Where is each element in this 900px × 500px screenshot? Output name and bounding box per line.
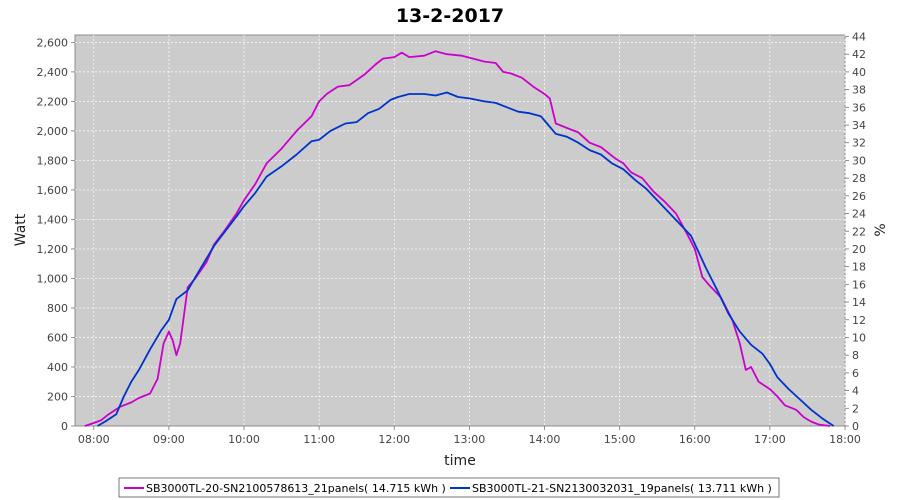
x-tick-label: 09:00 bbox=[153, 433, 185, 446]
y2-tick-label: 26 bbox=[852, 190, 866, 203]
y-tick-label: 800 bbox=[47, 302, 68, 315]
y-tick-label: 2,600 bbox=[37, 36, 69, 49]
x-axis-label: time bbox=[444, 453, 476, 469]
x-tick-label: 13:00 bbox=[454, 433, 486, 446]
y-tick-label: 600 bbox=[47, 331, 68, 344]
legend: SB3000TL-20-SN2100578613_21panels( 14.71… bbox=[118, 477, 780, 498]
x-tick-label: 15:00 bbox=[604, 433, 636, 446]
y2-tick-label: 36 bbox=[852, 101, 866, 114]
x-tick-label: 14:00 bbox=[529, 433, 561, 446]
y2-tick-label: 0 bbox=[852, 420, 859, 433]
y-tick-label: 1,600 bbox=[37, 184, 69, 197]
y2-tick-label: 42 bbox=[852, 48, 866, 61]
y2-tick-label: 38 bbox=[852, 84, 866, 97]
y2-tick-label: 16 bbox=[852, 278, 866, 291]
y2-axis-ticks: 0246810121416182022242628303234363840424… bbox=[845, 31, 866, 433]
y2-tick-label: 8 bbox=[852, 349, 859, 362]
y2-tick-label: 30 bbox=[852, 154, 866, 167]
y2-tick-label: 18 bbox=[852, 261, 866, 274]
series-line-2 bbox=[97, 91, 835, 427]
y-tick-label: 1,200 bbox=[37, 243, 69, 256]
y2-tick-label: 14 bbox=[852, 296, 866, 309]
y2-axis-label: % bbox=[873, 223, 889, 236]
x-tick-label: 12:00 bbox=[378, 433, 410, 446]
plot-area bbox=[74, 34, 846, 427]
y2-tick-label: 6 bbox=[852, 367, 859, 380]
x-tick-label: 08:00 bbox=[78, 433, 110, 446]
x-tick-label: 18:00 bbox=[829, 433, 861, 446]
chart-title: 13-2-2017 bbox=[396, 5, 504, 27]
y2-tick-label: 4 bbox=[852, 385, 859, 398]
grid-lines bbox=[75, 35, 846, 426]
x-tick-label: 17:00 bbox=[754, 433, 786, 446]
x-tick-label: 10:00 bbox=[228, 433, 260, 446]
legend-label-series-2: SB3000TL-21-SN2130032031_19panels( 13.71… bbox=[472, 482, 772, 495]
y-tick-label: 2,200 bbox=[37, 95, 69, 108]
y2-tick-label: 34 bbox=[852, 119, 866, 132]
y2-tick-label: 10 bbox=[852, 331, 866, 344]
x-axis-ticks: 08:00 09:00 10:00 11:00 12:00 13:00 14:00 15:00… bbox=[78, 426, 861, 446]
y-tick-label: 200 bbox=[47, 390, 68, 403]
y2-tick-label: 28 bbox=[852, 172, 866, 185]
y2-tick-label: 40 bbox=[852, 66, 866, 79]
series-lines bbox=[84, 50, 835, 427]
y-tick-label: 1,400 bbox=[37, 213, 69, 226]
y-tick-label: 1,000 bbox=[37, 272, 69, 285]
legend-label-series-1: SB3000TL-20-SN2100578613_21panels( 14.71… bbox=[146, 482, 446, 495]
x-tick-label: 11:00 bbox=[303, 433, 335, 446]
y2-tick-label: 2 bbox=[852, 402, 859, 415]
y2-tick-label: 24 bbox=[852, 208, 866, 221]
y-tick-label: 1,800 bbox=[37, 154, 69, 167]
y-tick-label: 2,000 bbox=[37, 125, 69, 138]
y-tick-label: 400 bbox=[47, 361, 68, 374]
y2-tick-label: 20 bbox=[852, 243, 866, 256]
legend-box bbox=[118, 477, 780, 498]
y-tick-label: 0 bbox=[61, 420, 68, 433]
y-axis-label: Watt bbox=[13, 213, 29, 246]
y2-tick-label: 22 bbox=[852, 225, 866, 238]
x-tick-label: 16:00 bbox=[679, 433, 711, 446]
y2-tick-label: 32 bbox=[852, 137, 866, 150]
y-axis-ticks: 0 200 400 600 800 1,000 1,200 1,400 1,600 1,800 2,… bbox=[37, 36, 75, 433]
y2-tick-label: 44 bbox=[852, 31, 866, 44]
y2-tick-label: 12 bbox=[852, 314, 866, 327]
y-tick-label: 2,400 bbox=[37, 66, 69, 79]
